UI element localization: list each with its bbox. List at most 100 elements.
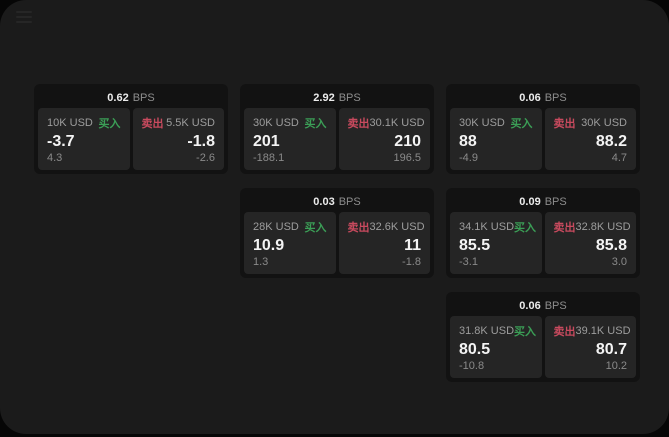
sell-side-label: 卖出 [553, 326, 576, 338]
buy-price: -3.7 [47, 133, 75, 150]
sell-panel[interactable]: 卖出 30K USD 88.2 4.7 [544, 108, 636, 170]
buy-amount: 10K USD [47, 117, 93, 129]
buy-delta: 4.3 [47, 152, 63, 164]
bps-unit-label: BPS [544, 300, 567, 312]
sell-price: 88.2 [595, 133, 627, 150]
bps-value: 0.03 [313, 196, 335, 208]
sell-delta: -2.6 [196, 152, 215, 164]
buy-panel-top: 34.1K USD 买入 [459, 219, 537, 235]
buy-amount: 30K USD [459, 117, 505, 129]
sell-panel[interactable]: 卖出 32.6K USD 11 -1.8 [338, 212, 430, 274]
sell-panel[interactable]: 卖出 5.5K USD -1.8 -2.6 [132, 108, 224, 170]
card-header: 0.06 BPS [450, 88, 636, 108]
sell-delta: 196.5 [393, 152, 421, 164]
menu-bar [16, 21, 32, 23]
menu-bar [16, 11, 32, 13]
bps-unit-label: BPS [544, 92, 567, 104]
quote-card: 0.06 BPS 31.8K USD 买入 80.5 -10.8 卖出 39.1… [446, 292, 640, 382]
buy-side-label: 买入 [304, 118, 327, 130]
cards-grid: 0.62 BPS 10K USD 买入 -3.7 4.3 卖出 5.5K USD… [34, 84, 640, 382]
sell-amount: 5.5K USD [166, 117, 215, 129]
bps-value: 0.06 [519, 92, 541, 104]
buy-delta: 1.3 [253, 256, 269, 268]
sell-delta: 3.0 [611, 256, 627, 268]
sell-amount: 39.1K USD [575, 325, 631, 337]
sell-side-label: 卖出 [141, 118, 164, 130]
sell-panel-top: 卖出 5.5K USD [142, 115, 216, 131]
buy-panel-top: 30K USD 买入 [253, 115, 327, 131]
buy-price: 88 [459, 133, 477, 150]
buy-panel[interactable]: 34.1K USD 买入 85.5 -3.1 [450, 212, 542, 274]
panels: 10K USD 买入 -3.7 4.3 卖出 5.5K USD -1.8 -2.… [38, 108, 224, 170]
quote-card: 2.92 BPS 30K USD 买入 201 -188.1 卖出 30.1K … [240, 84, 434, 174]
sell-side-label: 卖出 [347, 118, 370, 130]
sell-side-label: 卖出 [347, 222, 370, 234]
bps-value: 0.62 [107, 92, 129, 104]
sell-price: 85.8 [595, 237, 627, 254]
buy-panel[interactable]: 30K USD 买入 88 -4.9 [450, 108, 542, 170]
quote-card: 0.09 BPS 34.1K USD 买入 85.5 -3.1 卖出 32.8K… [446, 188, 640, 278]
sell-delta: 10.2 [605, 360, 627, 372]
card-header: 2.92 BPS [244, 88, 430, 108]
sell-panel-top: 卖出 32.6K USD [347, 219, 425, 235]
sell-price: 80.7 [595, 341, 627, 358]
sell-panel-top: 卖出 30K USD [554, 115, 628, 131]
sell-panel[interactable]: 卖出 39.1K USD 80.7 10.2 [544, 316, 636, 378]
buy-amount: 30K USD [253, 117, 299, 129]
sell-delta: 4.7 [611, 152, 627, 164]
bps-unit-label: BPS [338, 196, 361, 208]
buy-amount: 28K USD [253, 221, 299, 233]
menu-bar [16, 16, 32, 18]
buy-amount: 31.8K USD [459, 325, 515, 337]
sell-panel-top: 卖出 32.8K USD [553, 219, 631, 235]
buy-price: 201 [253, 133, 280, 150]
quote-card: 0.62 BPS 10K USD 买入 -3.7 4.3 卖出 5.5K USD… [34, 84, 228, 174]
card-header: 0.09 BPS [450, 192, 636, 212]
panels: 30K USD 买入 201 -188.1 卖出 30.1K USD 210 1… [244, 108, 430, 170]
sell-delta: -1.8 [402, 256, 421, 268]
quote-card: 0.06 BPS 30K USD 买入 88 -4.9 卖出 30K USD 8… [446, 84, 640, 174]
sell-panel[interactable]: 卖出 30.1K USD 210 196.5 [338, 108, 430, 170]
buy-panel[interactable]: 28K USD 买入 10.9 1.3 [244, 212, 336, 274]
buy-delta: -3.1 [459, 256, 478, 268]
sell-panel-top: 卖出 39.1K USD [553, 323, 631, 339]
card-header: 0.03 BPS [244, 192, 430, 212]
sell-panel[interactable]: 卖出 32.8K USD 85.8 3.0 [544, 212, 636, 274]
sell-side-label: 卖出 [553, 118, 576, 130]
sell-amount: 30K USD [581, 117, 627, 129]
buy-side-label: 买入 [514, 326, 537, 338]
bps-value: 2.92 [313, 92, 335, 104]
buy-panel[interactable]: 30K USD 买入 201 -188.1 [244, 108, 336, 170]
panels: 31.8K USD 买入 80.5 -10.8 卖出 39.1K USD 80.… [450, 316, 636, 378]
buy-panel-top: 28K USD 买入 [253, 219, 327, 235]
buy-side-label: 买入 [514, 222, 537, 234]
buy-panel-top: 30K USD 买入 [459, 115, 533, 131]
buy-amount: 34.1K USD [459, 221, 515, 233]
buy-delta: -10.8 [459, 360, 485, 372]
sell-amount: 32.6K USD [369, 221, 425, 233]
quote-card: 0.03 BPS 28K USD 买入 10.9 1.3 卖出 32.6K US… [240, 188, 434, 278]
buy-side-label: 买入 [98, 118, 121, 130]
card-header: 0.06 BPS [450, 296, 636, 316]
bps-value: 0.09 [519, 196, 541, 208]
sell-side-label: 卖出 [553, 222, 576, 234]
card-header: 0.62 BPS [38, 88, 224, 108]
hamburger-menu-icon[interactable] [16, 11, 32, 23]
buy-panel[interactable]: 10K USD 买入 -3.7 4.3 [38, 108, 130, 170]
buy-panel[interactable]: 31.8K USD 买入 80.5 -10.8 [450, 316, 542, 378]
bps-unit-label: BPS [544, 196, 567, 208]
sell-amount: 32.8K USD [575, 221, 631, 233]
panels: 34.1K USD 买入 85.5 -3.1 卖出 32.8K USD 85.8… [450, 212, 636, 274]
buy-side-label: 买入 [510, 118, 533, 130]
sell-price: 11 [404, 237, 421, 254]
panels: 28K USD 买入 10.9 1.3 卖出 32.6K USD 11 -1.8 [244, 212, 430, 274]
buy-delta: -188.1 [253, 152, 285, 164]
bps-unit-label: BPS [132, 92, 155, 104]
buy-delta: -4.9 [459, 152, 478, 164]
buy-panel-top: 31.8K USD 买入 [459, 323, 537, 339]
buy-panel-top: 10K USD 买入 [47, 115, 121, 131]
bps-unit-label: BPS [338, 92, 361, 104]
sell-panel-top: 卖出 30.1K USD [347, 115, 425, 131]
bps-value: 0.06 [519, 300, 541, 312]
